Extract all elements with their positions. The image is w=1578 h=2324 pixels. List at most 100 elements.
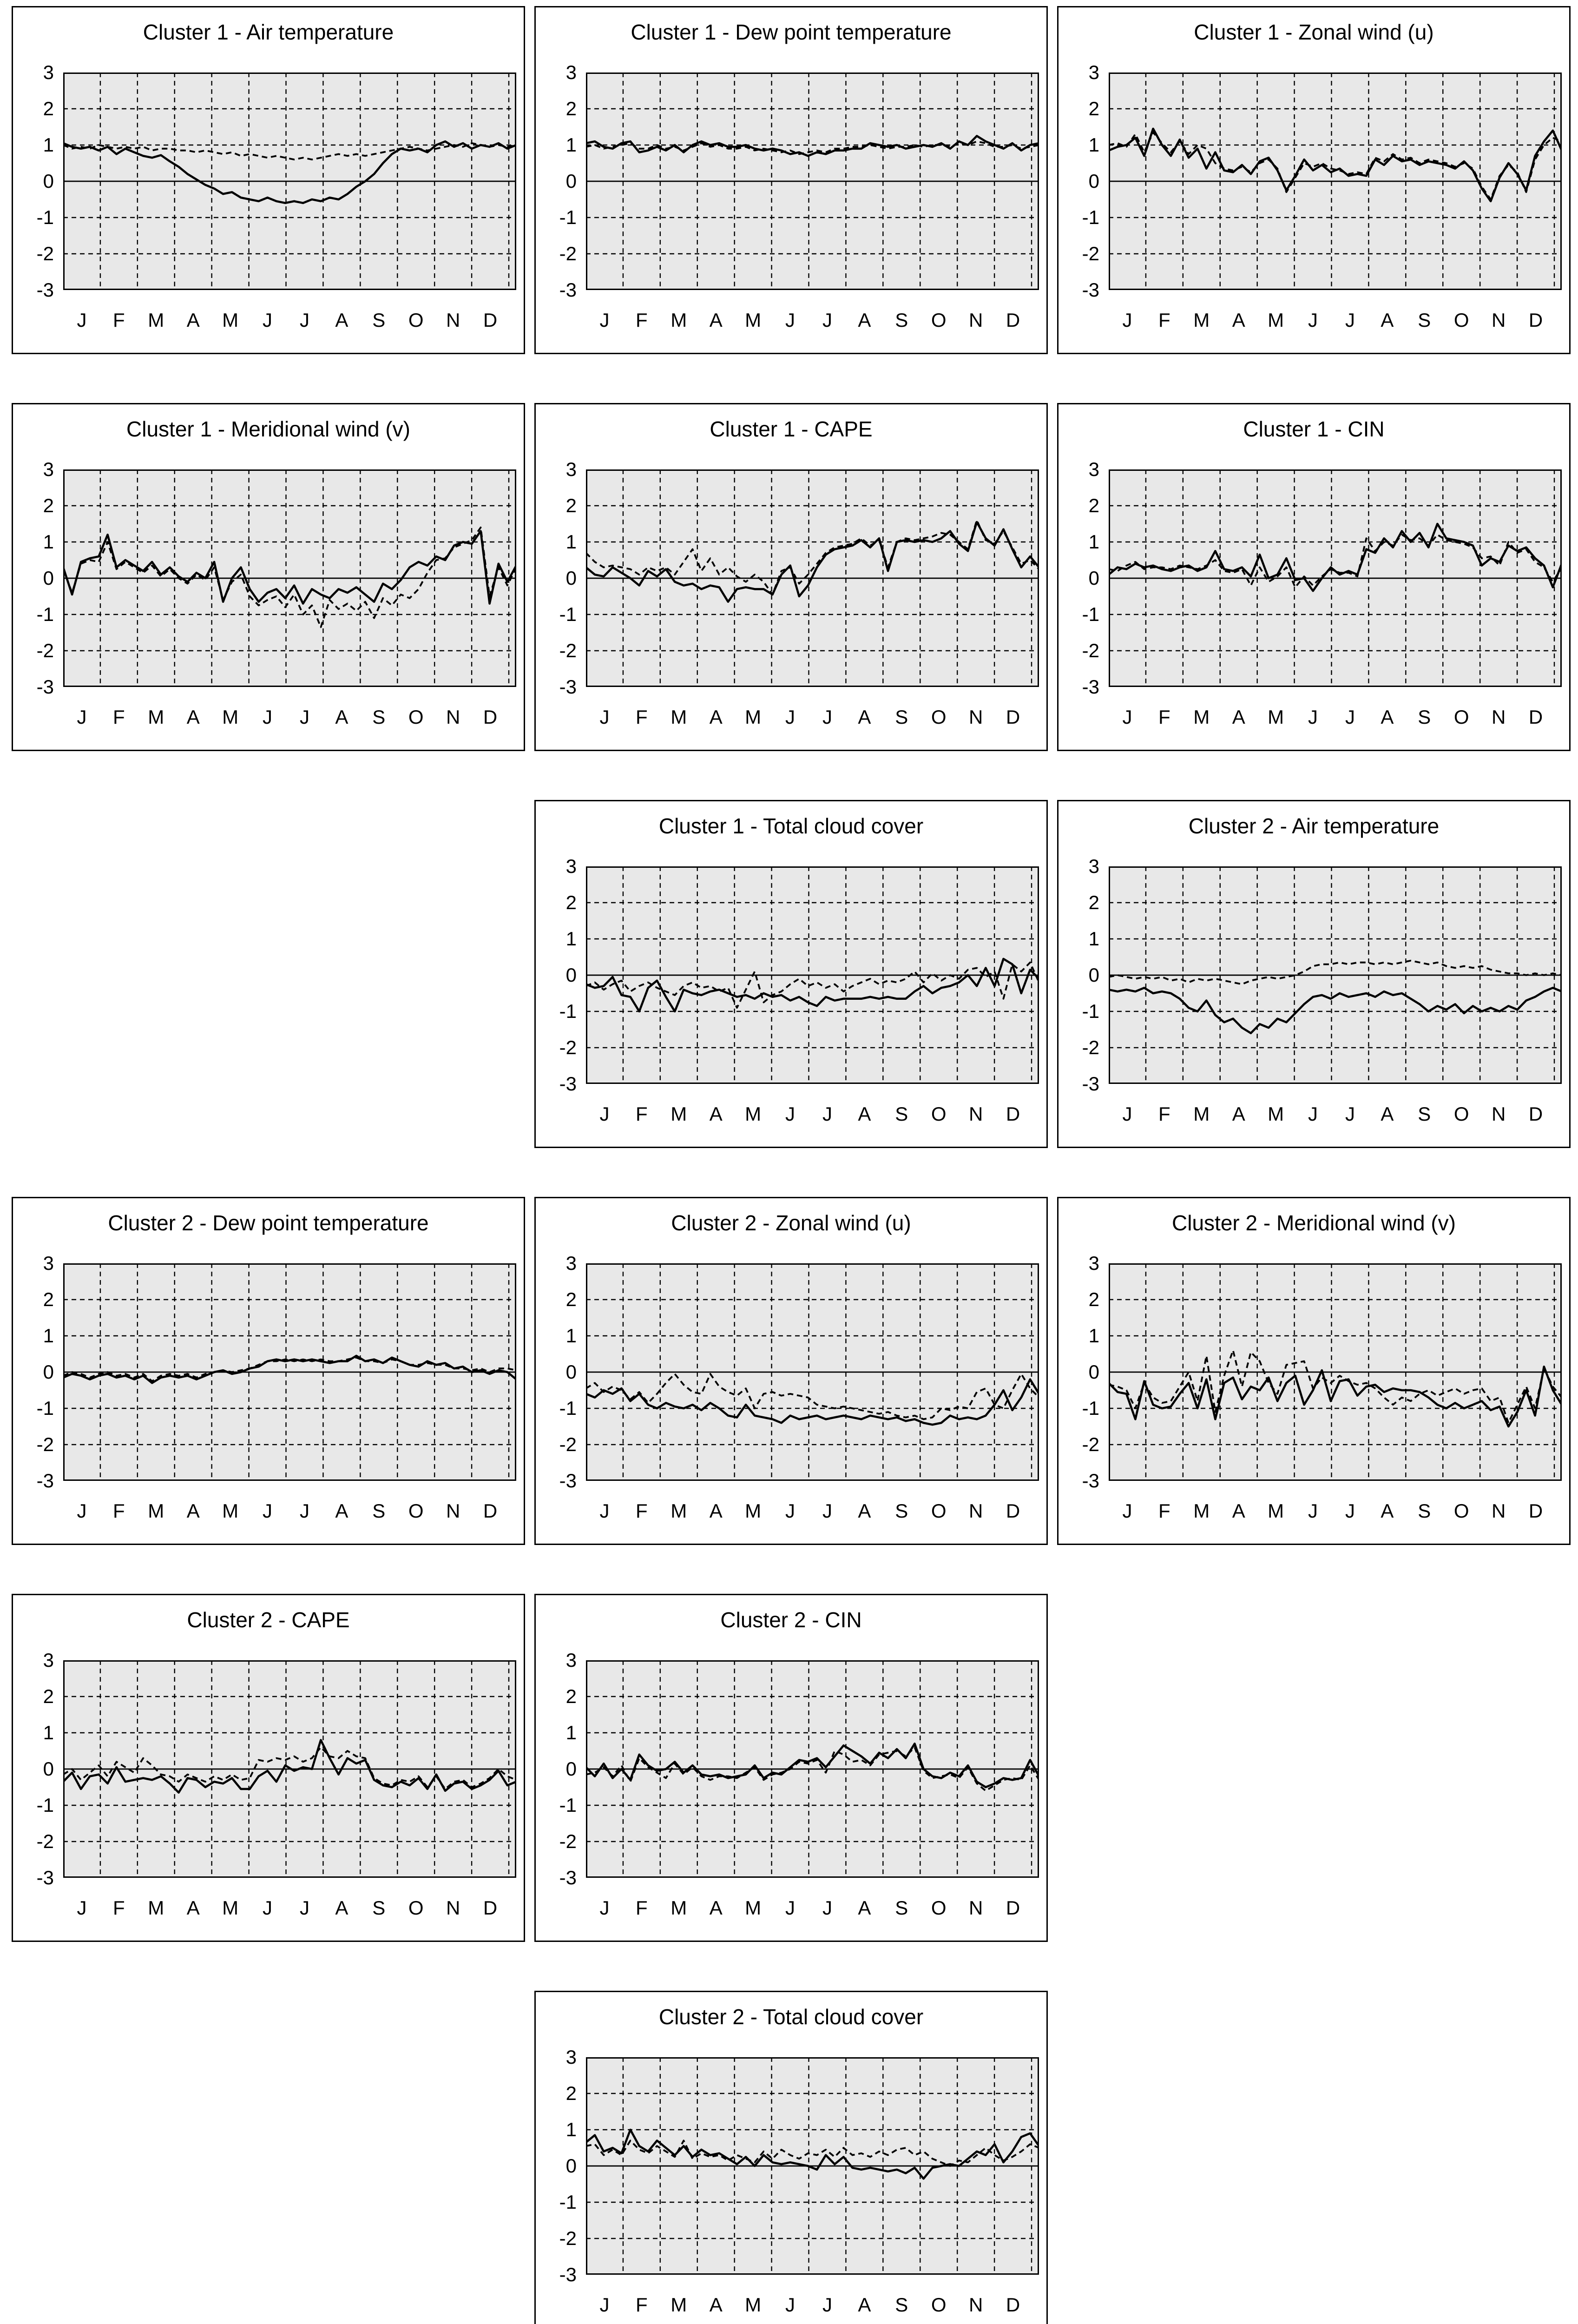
x-tick-label: D: [1006, 706, 1020, 728]
y-tick-label: 1: [43, 1325, 54, 1347]
x-tick-label: A: [186, 706, 200, 728]
y-tick-label: -2: [1082, 1433, 1099, 1455]
y-tick-label: 1: [43, 531, 54, 553]
y-tick-label: 2: [43, 1288, 54, 1310]
x-tick-label: A: [709, 1500, 723, 1522]
y-tick-label: -2: [559, 1830, 577, 1852]
x-tick-label: F: [1158, 1103, 1170, 1125]
x-tick-label: F: [113, 1897, 125, 1919]
x-tick-label: A: [709, 706, 723, 728]
x-tick-label: S: [1418, 1103, 1431, 1125]
x-tick-label: J: [599, 706, 610, 728]
plot-area: [1109, 73, 1562, 290]
y-axis-tick-labels: 3 2 1 0 -1 -2 -3: [1059, 1254, 1099, 1491]
x-tick-label: M: [671, 1500, 687, 1522]
series-solid: [586, 135, 1039, 157]
y-tick-label: 0: [565, 964, 577, 986]
chart-panel-cluster1-zonal-wind: Cluster 1 - Zonal wind (u) 3 2 1 0 -1 -2 -3 J F…: [1057, 6, 1571, 354]
y-tick-label: 3: [565, 61, 577, 83]
y-tick-label: -1: [559, 603, 577, 625]
chart-title: Cluster 2 - Zonal wind (u): [671, 1211, 911, 1235]
series-dashed: [63, 526, 516, 628]
series-dashed: [63, 1746, 516, 1790]
x-tick-label: N: [968, 1500, 983, 1522]
x-tick-label: A: [186, 1897, 200, 1919]
x-tick-label: A: [858, 1103, 871, 1125]
x-tick-label: N: [968, 2294, 983, 2316]
y-tick-label: 3: [1088, 61, 1099, 83]
y-axis-tick-labels: 3 2 1 0 -1 -2 -3: [536, 460, 577, 697]
y-tick-label: 1: [1088, 134, 1099, 156]
y-tick-label: 2: [565, 891, 577, 913]
x-tick-label: M: [1193, 706, 1210, 728]
y-tick-label: -1: [36, 603, 54, 625]
series-dashed: [586, 1373, 1039, 1420]
x-tick-label: A: [335, 309, 348, 331]
x-tick-label: M: [1193, 1103, 1210, 1125]
y-tick-label: -2: [36, 243, 54, 264]
x-tick-label: F: [636, 309, 648, 331]
x-tick-label: J: [77, 706, 87, 728]
x-tick-label: M: [671, 1103, 687, 1125]
x-tick-label: J: [599, 1500, 610, 1522]
x-tick-label: M: [222, 1897, 239, 1919]
y-tick-label: 3: [1088, 1252, 1099, 1274]
y-tick-label: 2: [1088, 98, 1099, 119]
chart-title: Cluster 2 - CAPE: [187, 1608, 350, 1632]
x-tick-label: M: [222, 1500, 239, 1522]
y-tick-label: -1: [1082, 1000, 1099, 1022]
y-tick-label: 2: [1088, 891, 1099, 913]
x-tick-label: J: [822, 1103, 832, 1125]
chart-panel-cluster1-total-cloud-cover: Cluster 1 - Total cloud cover 3 2 1 0 -1 -2 -3…: [534, 800, 1048, 1148]
y-tick-label: -1: [559, 1397, 577, 1419]
y-tick-label: 1: [565, 1722, 577, 1743]
y-tick-label: 0: [43, 1361, 54, 1383]
x-tick-label: N: [446, 309, 460, 331]
x-tick-label: O: [408, 1500, 424, 1522]
y-tick-label: -3: [1082, 1470, 1099, 1492]
series-dashed: [63, 142, 516, 161]
y-tick-label: 3: [565, 855, 577, 877]
y-tick-label: 1: [43, 134, 54, 156]
x-tick-label: A: [709, 1103, 723, 1125]
y-tick-label: 3: [43, 61, 54, 83]
x-tick-label: S: [372, 1500, 386, 1522]
x-tick-label: O: [931, 1500, 947, 1522]
x-tick-label: J: [599, 309, 610, 331]
x-tick-label: J: [1122, 309, 1132, 331]
x-tick-label: J: [263, 1897, 273, 1919]
x-tick-label: M: [1268, 706, 1284, 728]
x-tick-label: D: [1528, 1103, 1543, 1125]
x-tick-label: M: [148, 309, 164, 331]
y-tick-label: -3: [559, 1470, 577, 1492]
x-tick-label: J: [299, 309, 309, 331]
x-tick-label: S: [372, 1897, 386, 1919]
y-tick-label: 2: [565, 2082, 577, 2104]
series-solid: [63, 1354, 516, 1384]
y-tick-label: 3: [565, 1252, 577, 1274]
x-tick-label: N: [446, 1500, 460, 1522]
chart-title: Cluster 1 - CIN: [1243, 417, 1385, 441]
x-tick-label: A: [186, 309, 200, 331]
x-tick-label: S: [1418, 309, 1431, 331]
chart-title: Cluster 2 - Dew point temperature: [108, 1211, 429, 1235]
x-tick-label: M: [745, 1103, 762, 1125]
x-tick-label: M: [671, 1897, 687, 1919]
series-solid: [1109, 522, 1562, 592]
x-tick-label: D: [483, 706, 498, 728]
x-tick-label: J: [822, 2294, 832, 2316]
y-axis-tick-labels: 3 2 1 0 -1 -2 -3: [13, 1254, 54, 1491]
chart-panel-cluster2-dew-point: Cluster 2 - Dew point temperature 3 2 1 0 -1…: [12, 1197, 525, 1545]
x-tick-label: M: [1268, 309, 1284, 331]
x-tick-label: J: [1308, 1500, 1318, 1522]
series-solid: [586, 521, 1039, 603]
x-tick-label: F: [1158, 1500, 1170, 1522]
x-tick-label: A: [186, 1500, 200, 1522]
x-tick-label: J: [1345, 1500, 1355, 1522]
x-tick-label: O: [931, 1103, 947, 1125]
chart-panel-cluster2-zonal-wind: Cluster 2 - Zonal wind (u) 3 2 1 0 -1 -2 -3 J F…: [534, 1197, 1048, 1545]
y-tick-label: -1: [559, 1794, 577, 1816]
